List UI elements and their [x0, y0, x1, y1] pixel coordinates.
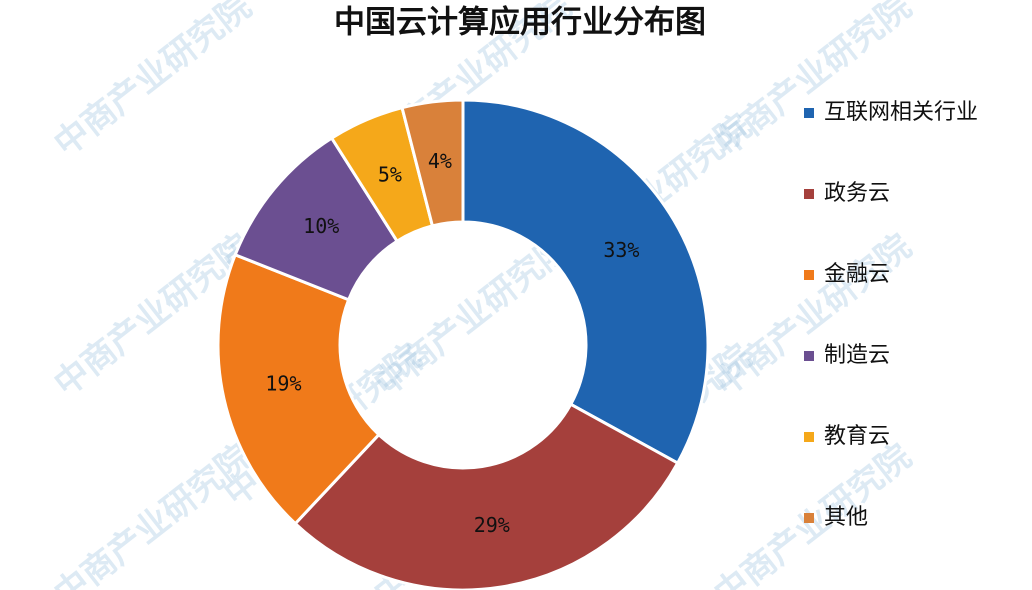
legend-swatch	[804, 513, 814, 523]
donut-slice	[216, 252, 381, 526]
legend-label: 政务云	[824, 181, 890, 206]
legend-label: 金融云	[824, 262, 890, 287]
data-label: 4%	[428, 149, 452, 173]
legend-swatch	[804, 270, 814, 280]
data-label: 19%	[265, 372, 301, 396]
data-label: 29%	[474, 513, 510, 537]
legend-label: 互联网相关行业	[824, 100, 978, 125]
donut	[216, 98, 710, 590]
data-label: 10%	[303, 214, 339, 238]
donut-slice	[293, 402, 680, 590]
data-label: 33%	[603, 238, 639, 262]
legend-label: 教育云	[824, 424, 890, 449]
legend-swatch	[804, 108, 814, 118]
donut-slice	[400, 98, 465, 228]
data-label: 5%	[378, 163, 402, 187]
legend-label: 其他	[824, 505, 868, 530]
legend-swatch	[804, 351, 814, 361]
chart-title: 中国云计算应用行业分布图	[334, 5, 706, 41]
legend-swatch	[804, 189, 814, 199]
donut-slice	[461, 98, 710, 466]
legend-label: 制造云	[824, 343, 890, 368]
legend-swatch	[804, 432, 814, 442]
